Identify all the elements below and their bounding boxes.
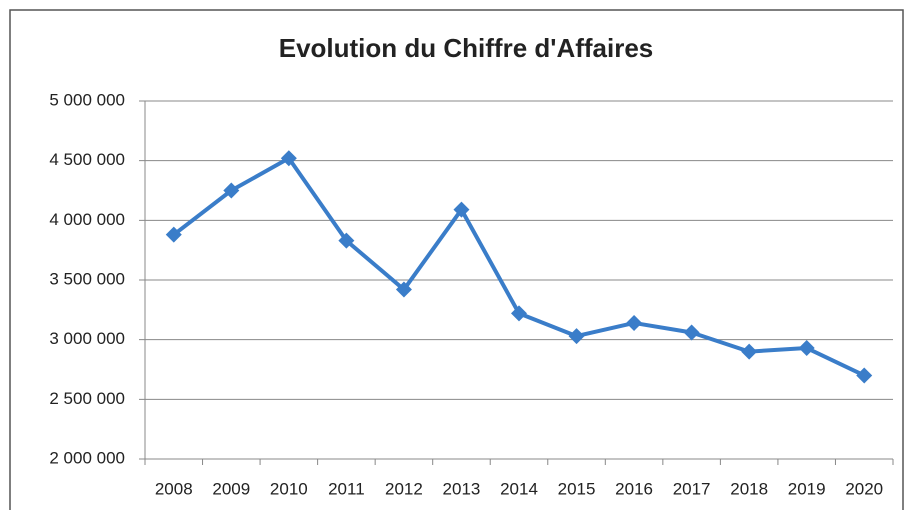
marker [280,150,297,167]
y-tick-label: 4 000 000 [49,210,125,229]
x-tick-label: 2015 [558,479,596,498]
x-tick-label: 2018 [730,479,768,498]
marker [165,226,182,243]
marker [338,232,355,249]
x-tick-label: 2012 [385,479,423,498]
y-tick-label: 2 500 000 [49,389,125,408]
marker [626,314,643,331]
y-tick-label: 2 000 000 [49,448,125,467]
marker [511,305,527,322]
marker [683,324,700,341]
y-tick-label: 3 000 000 [49,329,125,348]
marker [395,281,412,298]
x-tick-label: 2016 [615,479,653,498]
x-tick-label: 2019 [788,479,826,498]
marker [568,328,585,345]
marker [798,340,815,357]
x-tick-label: 2010 [270,479,308,498]
x-tick-label: 2014 [500,479,538,498]
x-tick-label: 2017 [673,479,711,498]
chart-frame [9,9,904,510]
marker [856,367,873,384]
x-tick-label: 2020 [845,479,883,498]
chart-title: Evolution du Chiffre d'Affaires [279,33,654,63]
line [172,156,866,378]
x-tick-label: 2013 [443,479,481,498]
y-tick-label: 5 000 000 [49,90,125,109]
y-tick-label: 4 500 000 [49,150,125,169]
y-tick-label: 3 500 000 [49,269,125,288]
x-tick-label: 2009 [212,479,250,498]
marker [741,343,758,360]
marker [453,201,470,218]
marker [223,182,240,199]
x-tick-label: 2011 [328,479,365,498]
x-tick-label: 2008 [155,479,193,498]
